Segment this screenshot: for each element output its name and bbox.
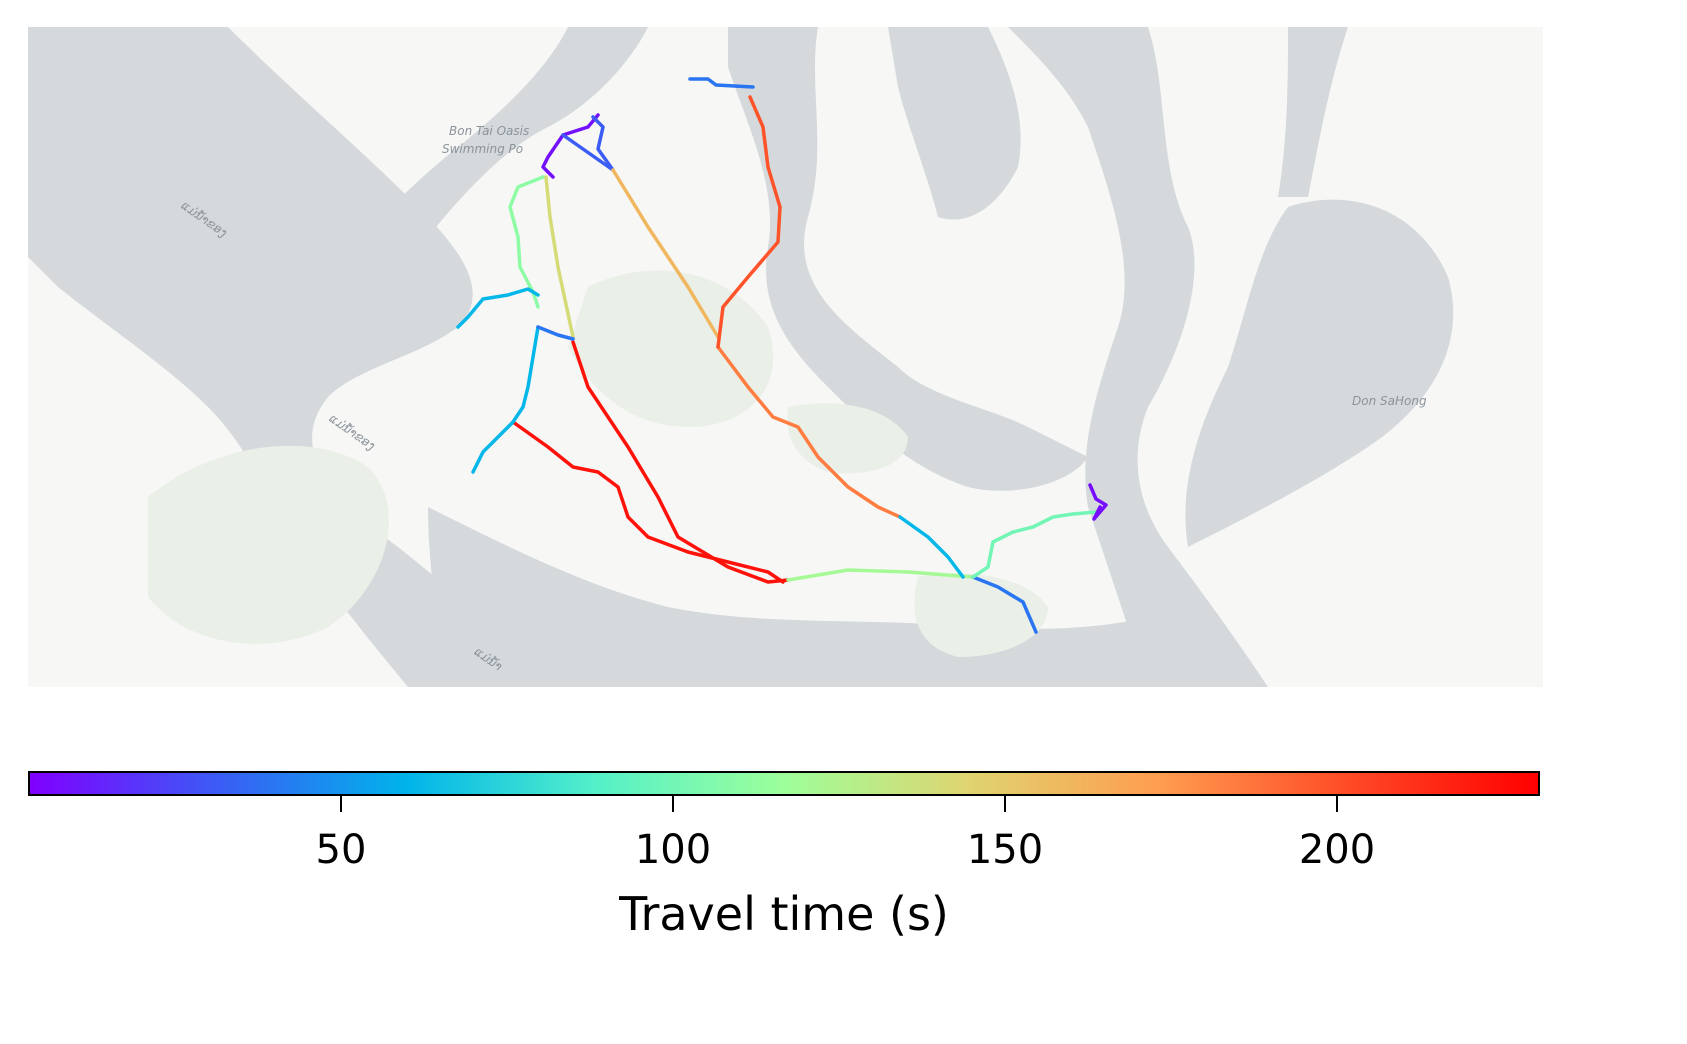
river-channel-north [328, 27, 648, 290]
river-east-lake [1185, 199, 1454, 547]
route-segment[interactable] [571, 340, 790, 584]
colorbar-tick [672, 796, 674, 812]
route-segment[interactable] [716, 345, 902, 519]
colorbar-tick [1004, 796, 1006, 812]
map-panel[interactable]: Bon Tai Oasis Swimming Po Don SaHong ແມ່… [28, 27, 1543, 687]
route-segment[interactable] [688, 77, 755, 89]
colorbar-tick-label: 100 [634, 827, 712, 873]
colorbar-tick [340, 796, 342, 812]
park-southwest [148, 445, 389, 644]
route-segment[interactable] [561, 115, 615, 172]
colorbar-label: Travel time (s) [619, 887, 949, 941]
river-east-main [1008, 27, 1268, 687]
route-segment[interactable] [716, 95, 782, 349]
park-south [914, 573, 1048, 657]
river-west-branch [68, 147, 336, 387]
colorbar [28, 771, 1540, 796]
poi-label: Bon Tai Oasis [449, 124, 530, 138]
route-segment[interactable] [971, 510, 1098, 579]
colorbar-tick-label: 150 [966, 827, 1044, 873]
route-segment[interactable] [456, 287, 540, 329]
route-segment[interactable] [971, 575, 1038, 634]
island-label: Don SaHong [1352, 394, 1427, 408]
river-south [428, 507, 1188, 687]
route-segment[interactable] [786, 568, 975, 582]
route-segment[interactable] [1088, 483, 1108, 521]
river-northeast [888, 27, 1021, 220]
river-center [728, 27, 1088, 491]
route-segment[interactable] [511, 420, 785, 584]
route-layer [456, 77, 1108, 634]
route-segment[interactable] [611, 168, 720, 339]
colorbar-tick-label: 200 [1298, 827, 1376, 873]
poi-label: Swimming Po [442, 142, 524, 156]
route-segment[interactable] [544, 175, 575, 339]
colorbar-tick [1336, 796, 1338, 812]
route-segment[interactable] [541, 113, 600, 179]
map-canvas [28, 27, 1454, 687]
water-layer [28, 27, 1454, 687]
route-segment[interactable] [471, 325, 540, 474]
river-far-east [1278, 27, 1348, 197]
route-segment[interactable] [508, 175, 545, 309]
colorbar-tick-label: 50 [315, 827, 367, 873]
route-segment[interactable] [898, 515, 965, 579]
route-segment[interactable] [536, 325, 575, 341]
